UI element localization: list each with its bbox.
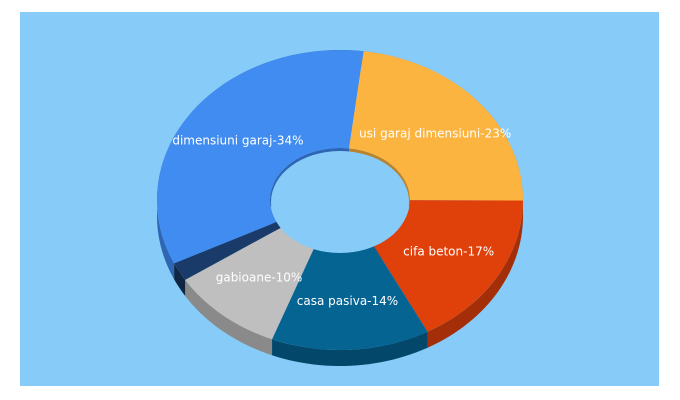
slice-side-casa-pasiva	[272, 331, 428, 366]
slice-casa-pasiva	[272, 245, 428, 351]
slice-other	[174, 221, 281, 280]
slice-cifa-beton	[373, 200, 523, 332]
slice-label-gabioane: gabioane-10%	[216, 271, 303, 285]
donut-chart: dimensiuni garaj-34% usi garaj dimensiuni…	[20, 12, 659, 386]
slice-label-cifa-beton: cifa beton-17%	[403, 245, 494, 259]
slice-gabioane	[185, 227, 315, 340]
slice-side-other	[174, 263, 186, 296]
slice-side-cifa-beton	[427, 200, 523, 348]
donut-hole	[271, 151, 409, 253]
slice-label-dimensiuni-garaj: dimensiuni garaj-34%	[172, 133, 303, 147]
slice-label-casa-pasiva: casa pasiva-14%	[297, 294, 398, 308]
slice-dimensiuni-garaj	[157, 49, 364, 264]
slice-labels: dimensiuni garaj-34% usi garaj dimensiuni…	[172, 126, 511, 307]
slice-usi-garaj-dimensiuni	[349, 51, 523, 201]
donut-top	[157, 49, 523, 351]
slice-side-gabioane	[185, 279, 273, 356]
chart-panel: dimensiuni garaj-34% usi garaj dimensiuni…	[20, 12, 659, 386]
slice-label-usi-garaj-dimensiuni: usi garaj dimensiuni-23%	[359, 126, 511, 140]
